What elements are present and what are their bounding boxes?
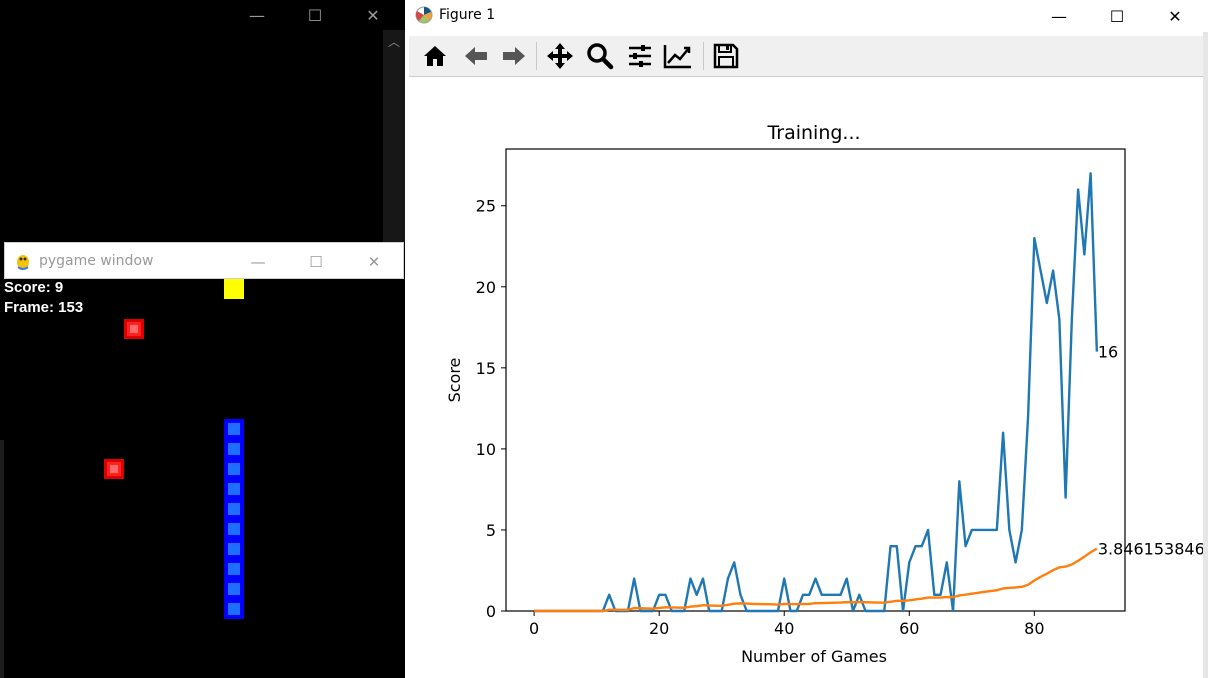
home-icon[interactable]	[418, 40, 452, 72]
maximize-icon[interactable]: ☐	[1109, 6, 1125, 26]
minimize-icon[interactable]: —	[249, 5, 265, 25]
close-icon[interactable]: ✕	[367, 252, 381, 271]
y-tick-label: 20	[476, 278, 496, 297]
navigation-toolbar	[409, 36, 1203, 77]
save-icon[interactable]	[709, 40, 743, 72]
mean-score-series-line	[534, 547, 1098, 613]
food-pellet	[124, 319, 144, 339]
background-titlebar: — ☐ ✕	[0, 0, 405, 30]
toolbar-separator	[703, 42, 704, 70]
back-arrow-icon[interactable]	[459, 40, 493, 72]
score-series-line	[534, 172, 1099, 613]
y-tick-label: 15	[476, 359, 496, 378]
figure-canvas[interactable]: Training... 0 20 40 60 80 0 5 10 15 20 25 16 3.846…	[405, 77, 1203, 678]
scroll-up-icon[interactable]: ︿	[387, 34, 400, 49]
snake-segment	[224, 599, 244, 619]
figure-titlebar[interactable]: Figure 1 — ☐ ✕	[405, 0, 1208, 32]
series-lines: 16 3.846153846	[534, 172, 1203, 613]
snake-segment	[224, 459, 244, 479]
maximize-icon[interactable]: ☐	[309, 252, 323, 271]
y-tick-label: 10	[476, 440, 496, 459]
minimize-icon[interactable]: —	[250, 252, 266, 271]
pygame-titlebar[interactable]: pygame window — ☐ ✕	[4, 242, 404, 279]
minimize-icon[interactable]: —	[1051, 6, 1067, 26]
pygame-window-title: pygame window	[39, 253, 154, 269]
close-icon[interactable]: ✕	[1168, 6, 1182, 26]
score-end-label: 16	[1098, 343, 1118, 362]
y-tick-label: 25	[476, 197, 496, 216]
forward-arrow-icon[interactable]	[497, 40, 531, 72]
matplotlib-logo-icon	[415, 6, 433, 24]
toolbar-separator	[536, 42, 537, 70]
snake-segment	[224, 419, 244, 439]
mean-score-end-label: 3.846153846	[1098, 540, 1203, 559]
pan-icon[interactable]	[543, 40, 577, 72]
x-tick-label: 60	[899, 619, 919, 638]
zoom-icon[interactable]	[583, 40, 617, 72]
x-tick-label: 40	[774, 619, 794, 638]
background-panel-edge	[0, 440, 4, 678]
figure-window-border	[1203, 32, 1208, 678]
pygame-snake-logo-icon	[17, 255, 29, 270]
snake-segment	[224, 579, 244, 599]
chart-title: Training...	[766, 122, 860, 144]
y-tick-label: 0	[486, 602, 496, 621]
x-axis: 0 20 40 60 80	[529, 611, 1045, 638]
snake-segment	[224, 539, 244, 559]
x-axis-label: Number of Games	[741, 647, 887, 666]
game-canvas[interactable]: Score: 9 Frame: 153	[4, 279, 404, 678]
plot-frame	[505, 148, 1126, 612]
x-tick-label: 20	[649, 619, 669, 638]
maximize-icon[interactable]: ☐	[307, 5, 323, 25]
snake-segment	[224, 559, 244, 579]
snake-segment	[224, 499, 244, 519]
food-pellet	[104, 459, 124, 479]
snake-segment	[224, 479, 244, 499]
matplotlib-figure-window: Figure 1 — ☐ ✕ Tr	[405, 0, 1208, 678]
training-chart: Training... 0 20 40 60 80 0 5 10 15 20 25 16 3.846…	[445, 122, 1203, 666]
y-axis: 0 5 10 15 20 25	[476, 197, 506, 621]
y-axis-label: Score	[445, 358, 464, 403]
edit-axis-icon[interactable]	[661, 40, 695, 72]
pygame-window: pygame window — ☐ ✕ Score: 9 Frame: 153	[4, 242, 405, 678]
x-tick-label: 0	[529, 619, 539, 638]
y-tick-label: 5	[486, 521, 496, 540]
configure-subplots-icon[interactable]	[623, 40, 657, 72]
snake-segment	[224, 519, 244, 539]
snake-head	[224, 279, 244, 299]
snake-segment	[224, 439, 244, 459]
close-icon[interactable]: ✕	[366, 5, 380, 25]
frame-text: Frame: 153	[4, 299, 84, 316]
score-text: Score: 9	[4, 279, 64, 296]
figure-window-title: Figure 1	[439, 7, 496, 23]
x-tick-label: 80	[1024, 619, 1044, 638]
